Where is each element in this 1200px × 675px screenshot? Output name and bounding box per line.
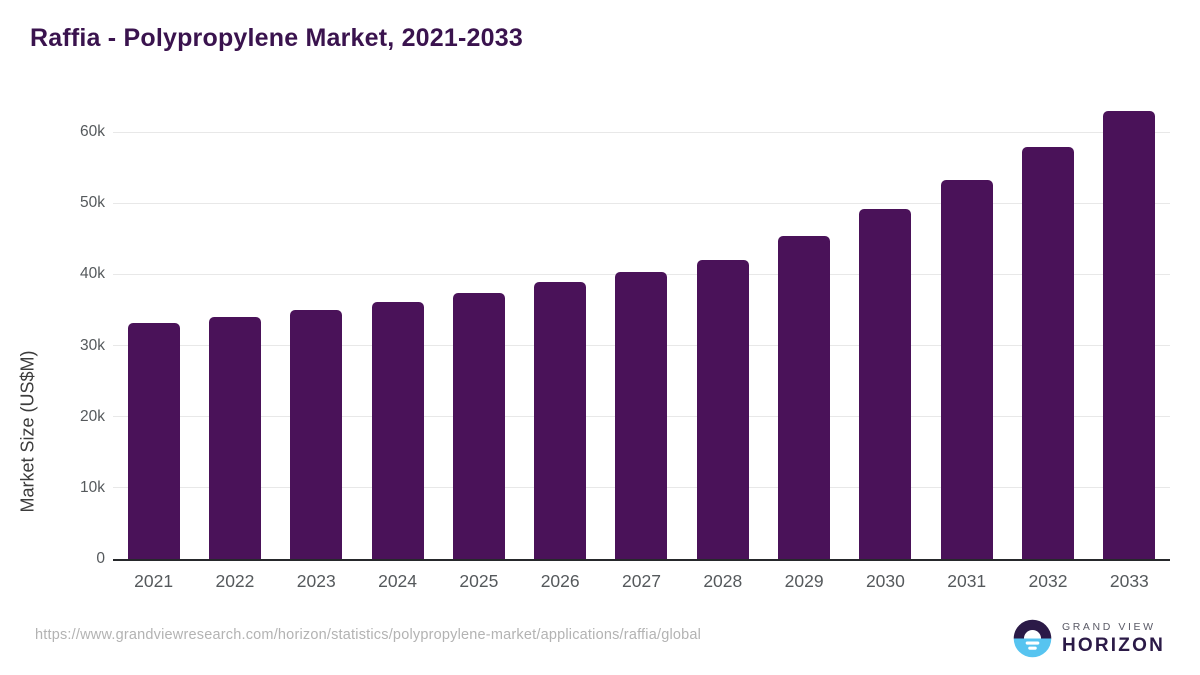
plot-area [113, 100, 1170, 561]
bar-2031 [940, 180, 993, 559]
x-tick-label: 2022 [215, 571, 255, 591]
bar-2028 [696, 259, 749, 559]
grand-view-horizon-logo: GRAND VIEW HORIZON [1012, 618, 1165, 659]
bar-2032 [1022, 146, 1075, 559]
bar-2023 [290, 309, 343, 559]
bar-slot [926, 100, 1007, 559]
bar-slot [845, 100, 926, 559]
x-tick-label: 2021 [134, 571, 174, 591]
bar-2027 [615, 271, 668, 559]
bar-slot [276, 100, 357, 559]
bar-2030 [859, 208, 912, 559]
y-tick-label: 50k [80, 194, 105, 212]
y-tick-label: 60k [80, 123, 105, 141]
y-tick-label: 30k [80, 336, 105, 354]
x-tick-label: 2025 [459, 571, 499, 591]
bar-slot [438, 100, 519, 559]
bar-chart: Market Size (US$M) 0 10k 20k 30k 40k 50k 60k 2… [0, 100, 1200, 600]
x-tick-label: 2032 [1028, 571, 1068, 591]
x-tick-label: 2033 [1109, 571, 1149, 591]
y-axis-ticks: 0 10k 20k 30k 40k 50k 60k [0, 100, 105, 567]
bar-slot [1007, 100, 1088, 559]
bar-slot [763, 100, 844, 559]
x-tick-label: 2027 [622, 571, 661, 591]
logo-horizon: HORIZON [1061, 634, 1165, 656]
y-tick-label: 10k [80, 478, 105, 496]
bar-2029 [778, 235, 831, 559]
logo-text: GRAND VIEW HORIZON [1062, 621, 1165, 657]
y-tick-label: 40k [80, 265, 105, 283]
bar-2022 [208, 316, 261, 559]
bar-slot [1089, 100, 1170, 559]
bar-slot [357, 100, 438, 559]
footer: https://www.grandviewresearch.com/horizo… [0, 612, 1200, 675]
logo-grand-view: GRAND VIEW [1061, 620, 1156, 633]
bar-2026 [534, 282, 587, 559]
gridline [113, 202, 1170, 204]
bar-slot [601, 100, 682, 559]
bar-2025 [452, 292, 505, 559]
bar-2021 [127, 323, 180, 559]
horizon-sun-icon [1013, 619, 1052, 658]
bar-slot [194, 100, 275, 559]
y-tick-label: 0 [96, 550, 105, 567]
source-url: https://www.grandviewresearch.com/horizo… [35, 627, 702, 643]
x-tick-label: 2029 [784, 571, 824, 591]
bar-slot [682, 100, 763, 559]
y-tick-label: 20k [80, 407, 105, 425]
x-tick-label: 2030 [865, 571, 905, 591]
bar-2033 [1103, 111, 1156, 559]
bar-2024 [371, 301, 424, 559]
x-axis-labels: 2021 2022 2023 2024 2025 2026 2027 2028 2029 2030… [113, 561, 1170, 595]
x-tick-label: 2028 [703, 571, 743, 591]
gridline [113, 131, 1170, 133]
bar-slot [520, 100, 601, 559]
x-tick-label: 2031 [947, 571, 987, 591]
x-tick-label: 2024 [378, 571, 418, 591]
x-tick-label: 2026 [540, 571, 580, 591]
x-tick-label: 2023 [296, 571, 336, 591]
bar-slot [113, 100, 194, 559]
chart-title: Raffia - Polypropylene Market, 2021-2033 [30, 24, 523, 52]
